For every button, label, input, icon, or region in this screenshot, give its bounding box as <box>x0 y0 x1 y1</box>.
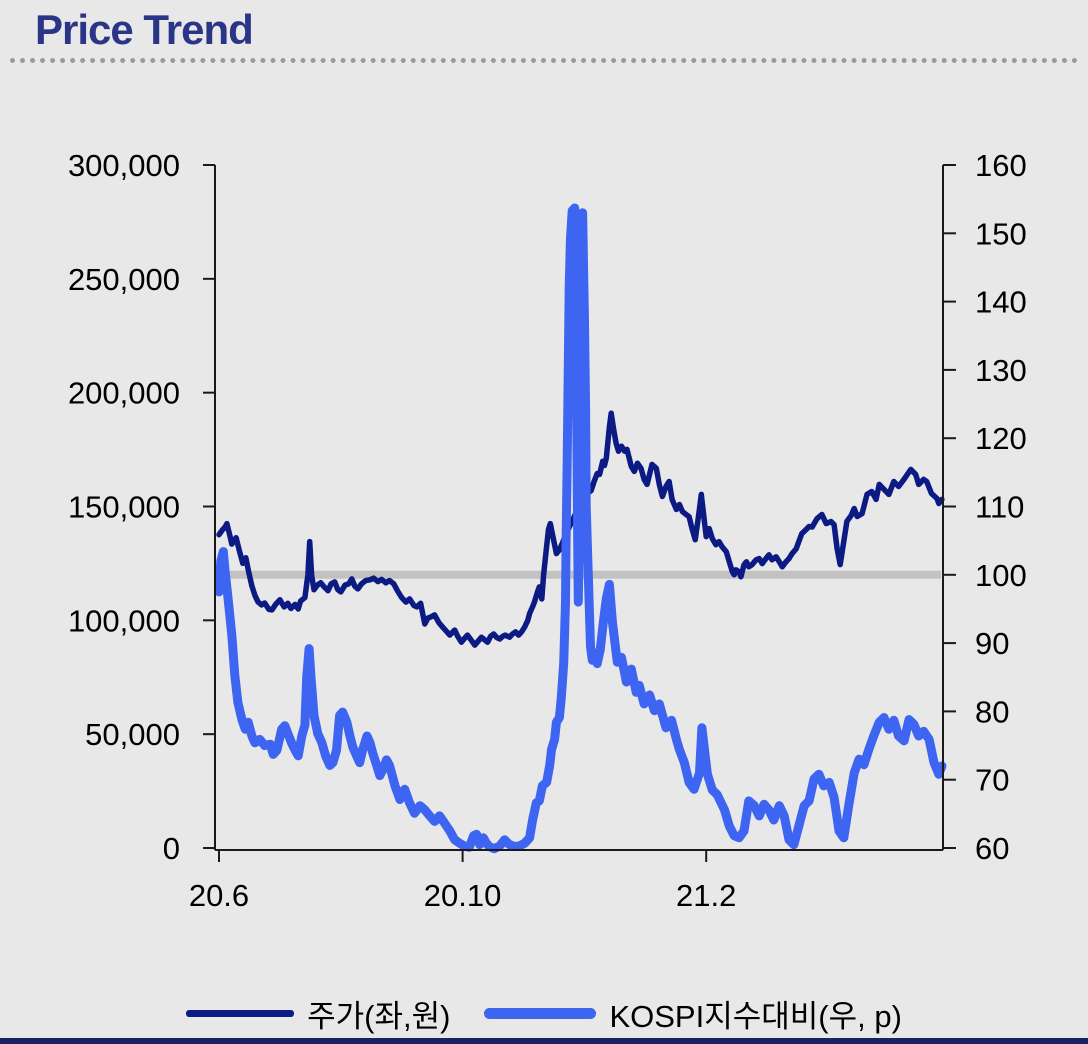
page-title: Price Trend <box>35 6 254 53</box>
right-axis-tick-label: 70 <box>975 763 1009 798</box>
chart-canvas: 300,000 250,000 200,000 150,000 100,000 50,00… <box>68 148 1027 913</box>
x-axis-tick-label: 20.6 <box>189 878 249 913</box>
kospi-line-swatch <box>484 1007 597 1019</box>
left-axis-tick-label: 250,000 <box>68 262 180 297</box>
legend-label-kospi: KOSPI지수대비(우, p) <box>609 998 902 1034</box>
left-axis-tick-label: 200,000 <box>68 376 180 411</box>
legend-label-price: 주가(좌,원) <box>307 998 451 1034</box>
left-axis-tick-label: 0 <box>163 831 180 866</box>
legend-item-price: 주가(좌,원) <box>186 991 450 1036</box>
x-axis-tick-label: 20.10 <box>424 878 502 913</box>
price-line-swatch <box>186 1009 295 1017</box>
right-axis-tick-label: 60 <box>975 831 1009 866</box>
right-axis-tick-label: 160 <box>975 148 1027 183</box>
right-axis-tick-label: 120 <box>975 421 1027 456</box>
chart-legend: 주가(좌,원) KOSPI지수대비(우, p) <box>0 990 1088 1036</box>
left-axis-tick-label: 150,000 <box>68 490 180 525</box>
x-axis-tick-label: 21.2 <box>676 878 736 913</box>
price-trend-chart: 300,000 250,000 200,000 150,000 100,000 50,00… <box>68 148 1027 913</box>
right-axis-tick-label: 140 <box>975 285 1027 320</box>
bottom-border-bar <box>0 1038 1088 1044</box>
right-axis-tick-label: 80 <box>975 694 1009 729</box>
left-axis-tick-label: 100,000 <box>68 603 180 638</box>
right-axis-tick-label: 130 <box>975 353 1027 388</box>
left-axis-tick-label: 50,000 <box>85 717 180 752</box>
title-divider <box>10 58 1078 63</box>
right-axis-tick-label: 110 <box>975 490 1024 525</box>
left-axis-tick-label: 300,000 <box>68 148 180 183</box>
kospi-line-series <box>214 203 947 854</box>
right-axis-tick-label: 90 <box>975 626 1009 661</box>
right-axis-tick-label: 150 <box>975 216 1027 251</box>
right-axis-tick-label: 100 <box>975 558 1027 593</box>
legend-item-kospi: KOSPI지수대비(우, p) <box>484 991 902 1036</box>
